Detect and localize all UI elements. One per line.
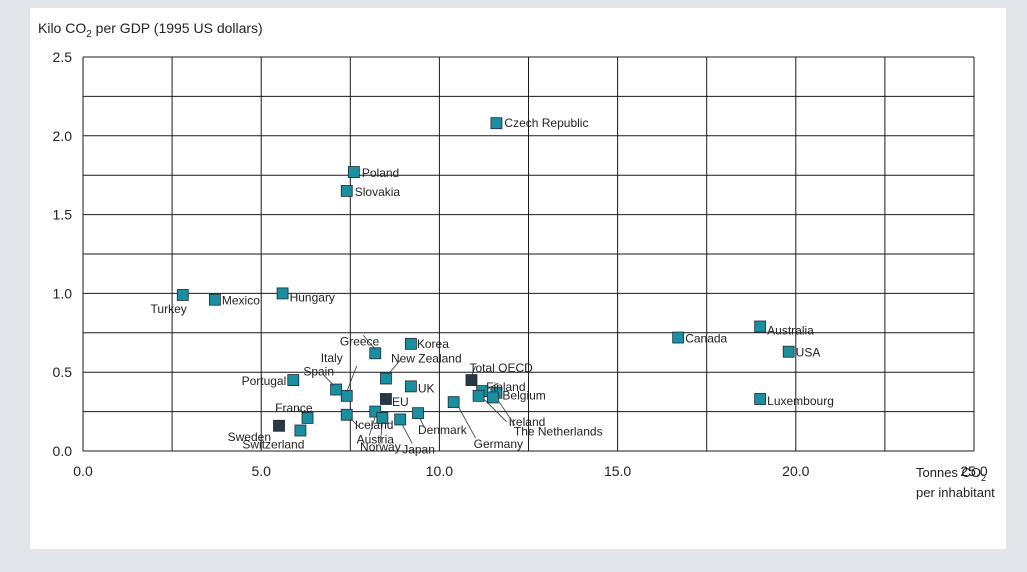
label-japan: Japan: [402, 442, 435, 456]
point-germany: [447, 396, 460, 409]
label-denmark: Denmark: [418, 423, 468, 437]
x-axis-label: Tonnes CO2: [916, 465, 986, 483]
label-italy: Italy: [321, 351, 343, 365]
leader-line: [471, 365, 476, 377]
leader-line: [419, 418, 425, 428]
x-tick-label: 20.0: [782, 463, 809, 479]
leader-line: [486, 382, 499, 390]
leader-line: [458, 406, 477, 439]
chart-title: Kilo CO2 per GDP (1995 US dollars): [38, 20, 263, 40]
point-greece: [369, 347, 382, 360]
leader-line: [387, 360, 401, 375]
label-iceland: Iceland: [355, 418, 394, 432]
label-turkey: Turkey: [151, 302, 187, 316]
point-ireland: [472, 389, 485, 402]
label-belgium: Belgium: [502, 389, 545, 403]
label-austria: Austria: [357, 433, 395, 447]
point-uk: [404, 380, 417, 393]
label-hungary: Hungary: [290, 290, 335, 304]
x-axis-label-line2: per inhabitant: [916, 485, 995, 500]
point-hungary: [276, 287, 289, 300]
label-poland: Poland: [362, 166, 399, 180]
leader-line: [368, 416, 376, 436]
point-iceland: [340, 408, 353, 421]
label-usa: USA: [796, 346, 821, 360]
point-czech-republic: [490, 117, 503, 130]
point-the-netherlands: [486, 391, 499, 404]
label-greece: Greece: [340, 334, 380, 348]
label-germany: Germany: [474, 437, 523, 451]
point-spain: [330, 383, 342, 396]
leader-line: [379, 422, 383, 442]
y-tick-label: 1.5: [53, 207, 73, 223]
label-norway: Norway: [360, 440, 401, 454]
chart-panel: [30, 8, 1006, 549]
label-sweden: Sweden: [228, 430, 271, 444]
point-france: [301, 412, 314, 424]
point-switzerland: [294, 424, 307, 437]
y-tick-label: 1.0: [53, 285, 73, 301]
point-labels: Czech Republic Poland Slovakia Turkey Mexico…: [151, 116, 834, 456]
label-spain: Spain: [303, 365, 334, 379]
label-canada: Canada: [685, 332, 727, 346]
label-korea: Korea: [417, 337, 449, 351]
point-japan: [394, 413, 407, 426]
point-korea: [404, 337, 417, 350]
y-tick-label: 2.0: [53, 128, 73, 144]
data-points: [176, 117, 795, 437]
leader-line: [350, 418, 360, 428]
x-tick-label: 25.0: [960, 463, 987, 479]
leader-line: [323, 375, 335, 386]
tick-labels: 0.0 5.0 10.0 15.0 20.0 25.0 0.0 0.5 1.0 1.5 2.0 2.5: [53, 49, 988, 479]
x-tick-label: 15.0: [604, 463, 631, 479]
leader-line: [498, 401, 516, 426]
y-tick-label: 0.0: [53, 443, 73, 459]
label-eu: EU: [392, 395, 409, 409]
x-tick-label: 0.0: [73, 463, 93, 479]
label-slovakia: Slovakia: [355, 185, 401, 199]
label-total-oecd: Total OECD: [469, 361, 533, 375]
point-total-oecd: [465, 374, 478, 386]
label-uk: UK: [418, 381, 435, 395]
leader-line: [401, 424, 413, 444]
label-australia: Australia: [767, 323, 814, 337]
y-tick-label: 2.5: [53, 49, 73, 65]
leader-line: [362, 335, 376, 350]
point-sweden: [273, 419, 285, 432]
point-new-zealand: [380, 372, 392, 385]
point-turkey: [176, 289, 189, 301]
label-portugal: Portugal: [242, 374, 287, 388]
label-luxembourg: Luxembourg: [767, 394, 834, 408]
point-canada: [672, 331, 685, 344]
point-australia: [754, 320, 767, 333]
point-denmark: [412, 407, 424, 420]
point-mexico: [208, 293, 221, 306]
label-czech-republic: Czech Republic: [504, 116, 588, 130]
point-italy: [340, 389, 353, 402]
point-usa: [782, 345, 795, 358]
label-mexico: Mexico: [222, 294, 260, 308]
point-portugal: [287, 374, 300, 386]
label-the-netherlands: The Netherlands: [514, 424, 603, 438]
y-tick-label: 0.5: [53, 364, 73, 380]
leader-line: [297, 407, 304, 415]
x-tick-label: 5.0: [251, 463, 271, 479]
label-finland: Finland: [486, 380, 525, 394]
point-eu: [380, 393, 392, 405]
point-poland: [347, 166, 360, 178]
grid: [82, 56, 975, 452]
label-new-zealand: New Zealand: [391, 352, 462, 366]
label-france: France: [275, 401, 313, 415]
label-switzerland: Switzerland: [242, 438, 304, 452]
leader-line: [346, 365, 358, 392]
leader-line: [484, 399, 507, 423]
point-luxembourg: [754, 393, 767, 405]
x-tick-label: 10.0: [426, 463, 453, 479]
label-ireland: Ireland: [509, 415, 546, 429]
point-slovakia: [340, 185, 353, 197]
